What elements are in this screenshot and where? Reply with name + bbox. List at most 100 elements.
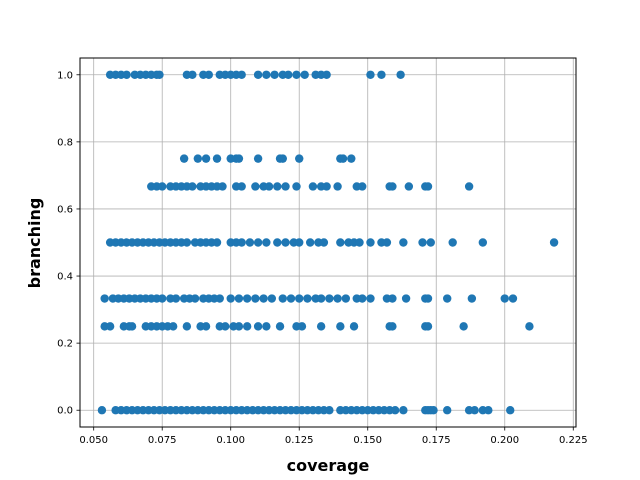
scatter-point <box>273 182 282 191</box>
scatter-point <box>325 406 334 415</box>
scatter-point <box>295 294 304 303</box>
scatter-point <box>303 294 312 303</box>
scatter-point <box>251 294 260 303</box>
scatter-point <box>234 154 244 163</box>
scatter-point <box>253 322 263 331</box>
scatter-point <box>366 238 375 247</box>
scatter-point <box>226 294 235 303</box>
scatter-point <box>423 294 433 303</box>
scatter-point <box>388 182 397 191</box>
y-axis-label: branching <box>25 198 44 289</box>
data-points <box>97 70 559 415</box>
scatter-point <box>341 294 351 303</box>
scatter-point <box>429 406 438 415</box>
scatter-point <box>358 294 367 303</box>
scatter-point <box>399 406 408 415</box>
scatter-point <box>418 238 427 247</box>
scatter-point <box>168 322 178 331</box>
scatter-point <box>237 70 246 79</box>
scatter-point <box>281 238 290 247</box>
y-axis-ticks: 0.0 0.2 0.4 0.6 0.8 1.0 <box>57 70 80 417</box>
scatter-point <box>396 70 405 79</box>
scatter-point <box>297 322 307 331</box>
scatter-point <box>253 70 263 79</box>
scatter-point <box>171 294 181 303</box>
scatter-point <box>253 154 263 163</box>
scatter-point <box>295 154 304 163</box>
scatter-point <box>336 322 345 331</box>
y-tick-label: 0.8 <box>57 137 73 148</box>
scatter-point <box>242 322 252 331</box>
y-tick-label: 0.6 <box>57 204 73 215</box>
scatter-point <box>204 70 213 79</box>
scatter-point <box>273 238 282 247</box>
scatter-point <box>399 238 408 247</box>
scatter-point <box>201 154 211 163</box>
scatter-point <box>390 406 400 415</box>
scatter-point <box>292 182 301 191</box>
y-tick-label: 0.2 <box>57 339 73 350</box>
scatter-point <box>333 294 342 303</box>
scatter-point <box>308 182 318 191</box>
scatter-point <box>316 294 326 303</box>
scatter-point <box>338 154 348 163</box>
scatter-point <box>278 294 287 303</box>
scatter-point <box>245 238 255 247</box>
scatter-point <box>464 182 474 191</box>
scatter-point <box>388 322 397 331</box>
scatter-point <box>470 406 479 415</box>
scatter-point <box>478 238 488 247</box>
scatter-point <box>253 238 263 247</box>
plot-frame <box>79 57 577 428</box>
x-tick-label: 0.100 <box>216 435 245 446</box>
scatter-point <box>275 322 285 331</box>
scatter-point <box>188 182 197 191</box>
scatter-point <box>188 70 197 79</box>
scatter-point <box>97 406 107 415</box>
scatter-point <box>295 238 304 247</box>
scatter-point <box>264 182 274 191</box>
scatter-point <box>190 294 200 303</box>
scatter-point <box>322 182 331 191</box>
x-tick-label: 0.175 <box>422 435 451 446</box>
scatter-point <box>388 294 397 303</box>
scatter-point <box>459 322 468 331</box>
y-tick-label: 1.0 <box>57 70 73 81</box>
scatter-point <box>234 294 244 303</box>
scatter-point <box>158 182 167 191</box>
scatter-point <box>158 294 167 303</box>
scatter-point <box>305 238 315 247</box>
scatter-point <box>366 70 375 79</box>
scatter-point <box>525 322 534 331</box>
scatter-point <box>270 70 279 79</box>
scatter-point <box>382 238 392 247</box>
x-tick-label: 0.225 <box>559 435 588 446</box>
scatter-point <box>215 294 224 303</box>
scatter-point <box>212 154 222 163</box>
scatter-point <box>325 294 334 303</box>
scatter-point <box>179 154 189 163</box>
scatter-point <box>286 294 296 303</box>
x-axis-ticks: 0.050 0.075 0.100 0.125 0.150 0.175 0.200 0.225 <box>79 427 588 446</box>
scatter-point <box>423 322 433 331</box>
scatter-point <box>500 294 509 303</box>
scatter-point <box>193 154 203 163</box>
x-tick-label: 0.200 <box>490 435 519 446</box>
scatter-point <box>426 238 435 247</box>
scatter-point <box>349 322 359 331</box>
scatter-point <box>366 294 375 303</box>
scatter-point <box>262 322 271 331</box>
scatter-point <box>404 182 414 191</box>
x-axis-label: coverage <box>287 456 370 475</box>
scatter-point <box>336 238 345 247</box>
scatter-point <box>443 294 452 303</box>
scatter-point <box>105 322 115 331</box>
scatter-point <box>319 238 329 247</box>
scatter-point <box>484 406 493 415</box>
scatter-point <box>251 182 260 191</box>
scatter-point <box>212 238 222 247</box>
scatter-point <box>259 294 268 303</box>
scatter-point <box>100 294 109 303</box>
x-tick-label: 0.150 <box>353 435 382 446</box>
